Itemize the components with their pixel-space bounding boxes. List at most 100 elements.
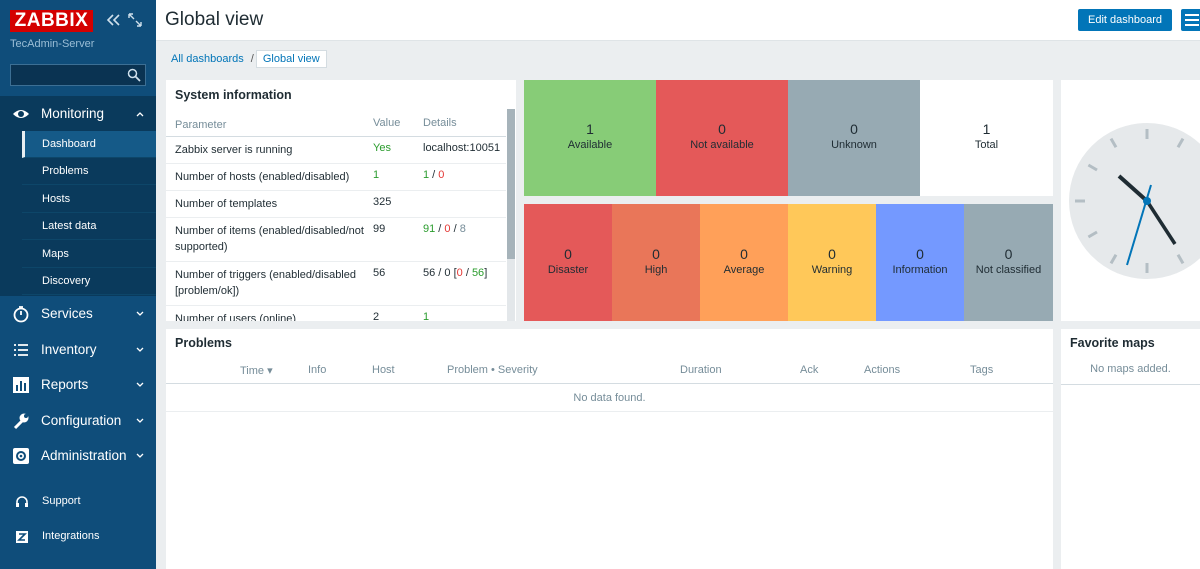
column-header-problem: Problem • Severity [447,364,538,376]
column-header: Details [423,117,457,129]
problems-by-severity-widget: 0 Disaster 0 High 0 Average 0 Warning 0 … [524,204,1053,321]
divider [1061,384,1200,385]
wrench-icon [13,413,29,430]
page-header: Global view Edit dashboard [156,0,1200,41]
page-title: Global view [165,9,264,30]
table-row: Number of hosts (enabled/disabled) 1 1 /… [166,164,506,191]
actions-menu-button[interactable] [1181,9,1200,31]
menu-support[interactable]: Support [0,487,156,517]
details-cell: 56 / 0 [0 / 56] [423,267,487,279]
severity-tile-high[interactable]: 0 High [612,204,700,321]
scrollbar-thumb[interactable] [507,109,515,259]
tile-label: Average [723,264,765,276]
submenu-discovery[interactable]: Discovery [22,268,156,295]
menu-label: Administration [41,448,127,463]
submenu-problems[interactable]: Problems [22,158,156,185]
details-cell: 91 / 0 / 8 [423,223,466,235]
edit-dashboard-button[interactable]: Edit dashboard [1078,9,1172,31]
clock-icon [13,306,29,323]
host-tile-available[interactable]: 1 Available [524,80,656,196]
tile-label: Not available [690,139,754,151]
widget-title: Problems [175,336,232,350]
tile-label: Total [974,139,999,151]
menu-monitoring[interactable]: Monitoring [0,96,156,131]
details-prefix: 56 / 0 [ [423,267,457,279]
column-header: Value [373,117,401,129]
zabbix-logo[interactable]: ZABBIX [10,10,93,32]
sidebar-search-input[interactable] [10,64,146,86]
breadcrumb-current[interactable]: Global view [255,50,327,68]
submenu-hosts[interactable]: Hosts [22,186,156,213]
tile-label: Unknown [831,139,877,151]
menu-label: Support [42,495,81,507]
tile-count: 0 [652,246,660,262]
table-row: Number of templates 325 [166,191,506,218]
tile-count: 0 [916,246,924,262]
submenu-label: Hosts [42,193,71,205]
table-row: Zabbix server is running Yes localhost:1… [166,137,506,164]
hamburger-icon [1185,14,1199,26]
value-cell: 56 [373,267,386,279]
breadcrumb-all-dashboards[interactable]: All dashboards [171,53,244,65]
submenu-label: Maps [42,248,69,260]
chevron-up-icon [136,112,144,117]
kiosk-mode-icon[interactable] [128,13,142,27]
menu-label: Configuration [41,413,122,428]
column-header-time[interactable]: Time ▾ [240,365,273,377]
param-cell: Number of users (online) [175,313,297,321]
menu-administration[interactable]: Administration [0,438,156,473]
menu-inventory[interactable]: Inventory [0,332,156,367]
host-tile-not-available[interactable]: 0 Not available [656,80,788,196]
column-header-actions: Actions [864,364,901,376]
collapse-sidebar-icon[interactable] [105,12,121,28]
analog-clock [1069,123,1200,279]
chevron-down-icon [136,382,144,387]
severity-tile-average[interactable]: 0 Average [700,204,788,321]
menu-services[interactable]: Services [0,296,156,331]
severity-tile-not-classified[interactable]: 0 Not classified [964,204,1053,321]
tile-count: 1 [586,121,594,137]
severity-tile-disaster[interactable]: 0 Disaster [524,204,612,321]
table-row: Number of triggers (enabled/disabled [pr… [166,262,506,306]
chart-icon [13,377,29,393]
param-cell: Number of items (enabled/disabled/not su… [175,225,364,253]
list-icon [14,344,28,356]
host-tile-total[interactable]: 1 Total [920,80,1053,196]
submenu-maps[interactable]: Maps [22,241,156,268]
headset-icon [16,496,28,507]
logo-row: ZABBIX [10,10,150,32]
widget-title: Favorite maps [1070,336,1155,350]
submenu-dashboard[interactable]: Dashboard [22,131,156,158]
menu-configuration[interactable]: Configuration [0,403,156,438]
param-cell: Number of triggers (enabled/disabled [pr… [175,269,356,297]
submenu-label: Discovery [42,275,91,287]
column-header-ack: Ack [800,364,819,376]
search-icon[interactable] [127,68,141,82]
tile-count: 0 [828,246,836,262]
details-sep: / [435,223,445,235]
empty-message: No data found. [166,384,1053,412]
widget-title: System information [175,88,292,102]
eye-icon [13,110,29,118]
tile-label: High [644,264,668,276]
tile-label: Information [892,264,948,276]
details-cell: 1 / 0 [423,169,444,181]
severity-tile-information[interactable]: 0 Information [876,204,964,321]
param-cell: Number of hosts (enabled/disabled) [175,171,350,183]
tile-label: Warning [811,264,853,276]
system-info-scrollbar[interactable] [507,109,515,321]
menu-integrations[interactable]: Integrations [0,522,156,552]
table-row: Number of users (online) 2 1 [166,306,506,321]
submenu-latest-data[interactable]: Latest data [22,213,156,240]
details-sep: / [462,267,472,279]
details-disabled: 0 [438,169,445,181]
chevron-down-icon [136,453,144,458]
menu-reports[interactable]: Reports [0,367,156,402]
tile-count: 0 [850,121,858,137]
host-tile-unknown[interactable]: 0 Unknown [788,80,920,196]
value-cell: 2 [373,311,380,321]
value-cell: Yes [373,142,391,154]
severity-tile-warning[interactable]: 0 Warning [788,204,876,321]
value-cell: 325 [373,196,392,208]
tile-count: 0 [564,246,572,262]
